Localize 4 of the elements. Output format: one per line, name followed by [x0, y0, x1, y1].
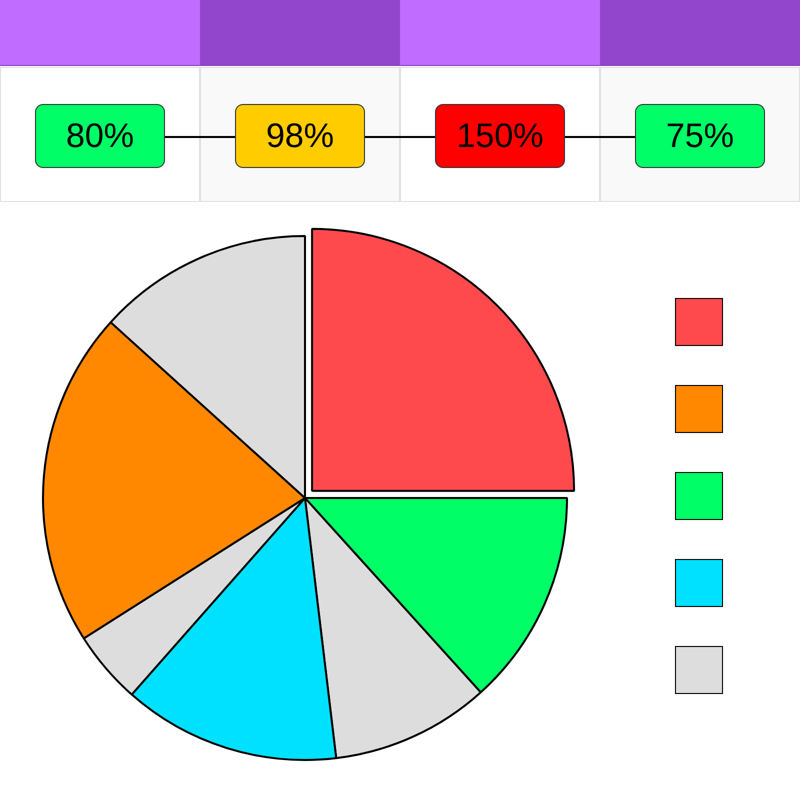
- data-label: 80%: [35, 104, 165, 168]
- data-label: 98%: [235, 104, 365, 168]
- data-label: 150%: [435, 104, 565, 168]
- data-label: 75%: [635, 104, 765, 168]
